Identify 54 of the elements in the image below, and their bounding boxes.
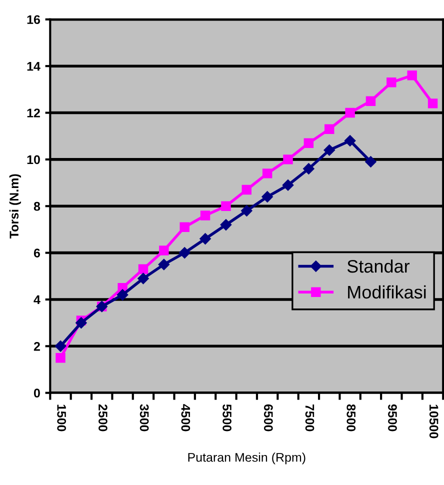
point [56,352,66,363]
y-tick-label: 12 [27,108,40,118]
y-tick-label: 14 [27,62,40,71]
point [262,191,273,202]
point [386,78,396,88]
x-tick-label: 10500 [429,404,438,438]
x-tick-label: 9500 [388,404,397,432]
x-tick-label: 6500 [264,404,273,432]
y-tick-label: 10 [27,155,40,164]
point [304,138,314,148]
y-tick-label: 4 [34,295,40,304]
x-axis-title: Putaran Mesin (Rpm) [188,452,306,464]
point [324,144,335,156]
y-tick-label: 8 [34,202,40,211]
point [366,96,376,106]
point [180,222,190,232]
point [159,246,169,256]
point [303,163,314,174]
point [345,108,355,118]
y-tick-label: 6 [34,248,40,258]
point [324,124,334,134]
x-tick-label: 2500 [98,404,108,432]
x-tick-label: 3500 [140,404,149,432]
point [221,201,231,211]
point [283,154,293,164]
x-tick-label: 1500 [57,404,66,432]
legend-label: Modifikasi [348,285,426,299]
point [407,70,417,80]
point [428,98,438,108]
y-tick-label: 0 [34,388,40,398]
x-tick-label: 8500 [346,404,356,432]
point [116,289,128,300]
point [344,135,356,146]
y-axis-title: Torsi (N.m) [9,174,21,239]
point [241,205,252,216]
point [178,247,190,258]
y-tick-label: 2 [34,342,40,351]
point [200,233,211,244]
point [220,219,232,230]
point [138,272,149,284]
point [200,210,210,220]
point [365,156,376,168]
point [262,168,272,178]
legend-label: Standar [347,259,410,273]
point [158,258,170,270]
x-tick-label: 7500 [305,404,314,432]
x-tick-label: 4500 [181,404,190,432]
point [138,264,148,274]
point [76,317,87,328]
point [242,184,252,195]
point [282,180,294,191]
y-tick-label: 16 [27,15,40,24]
point [54,340,66,352]
x-tick-label: 5500 [222,404,232,432]
